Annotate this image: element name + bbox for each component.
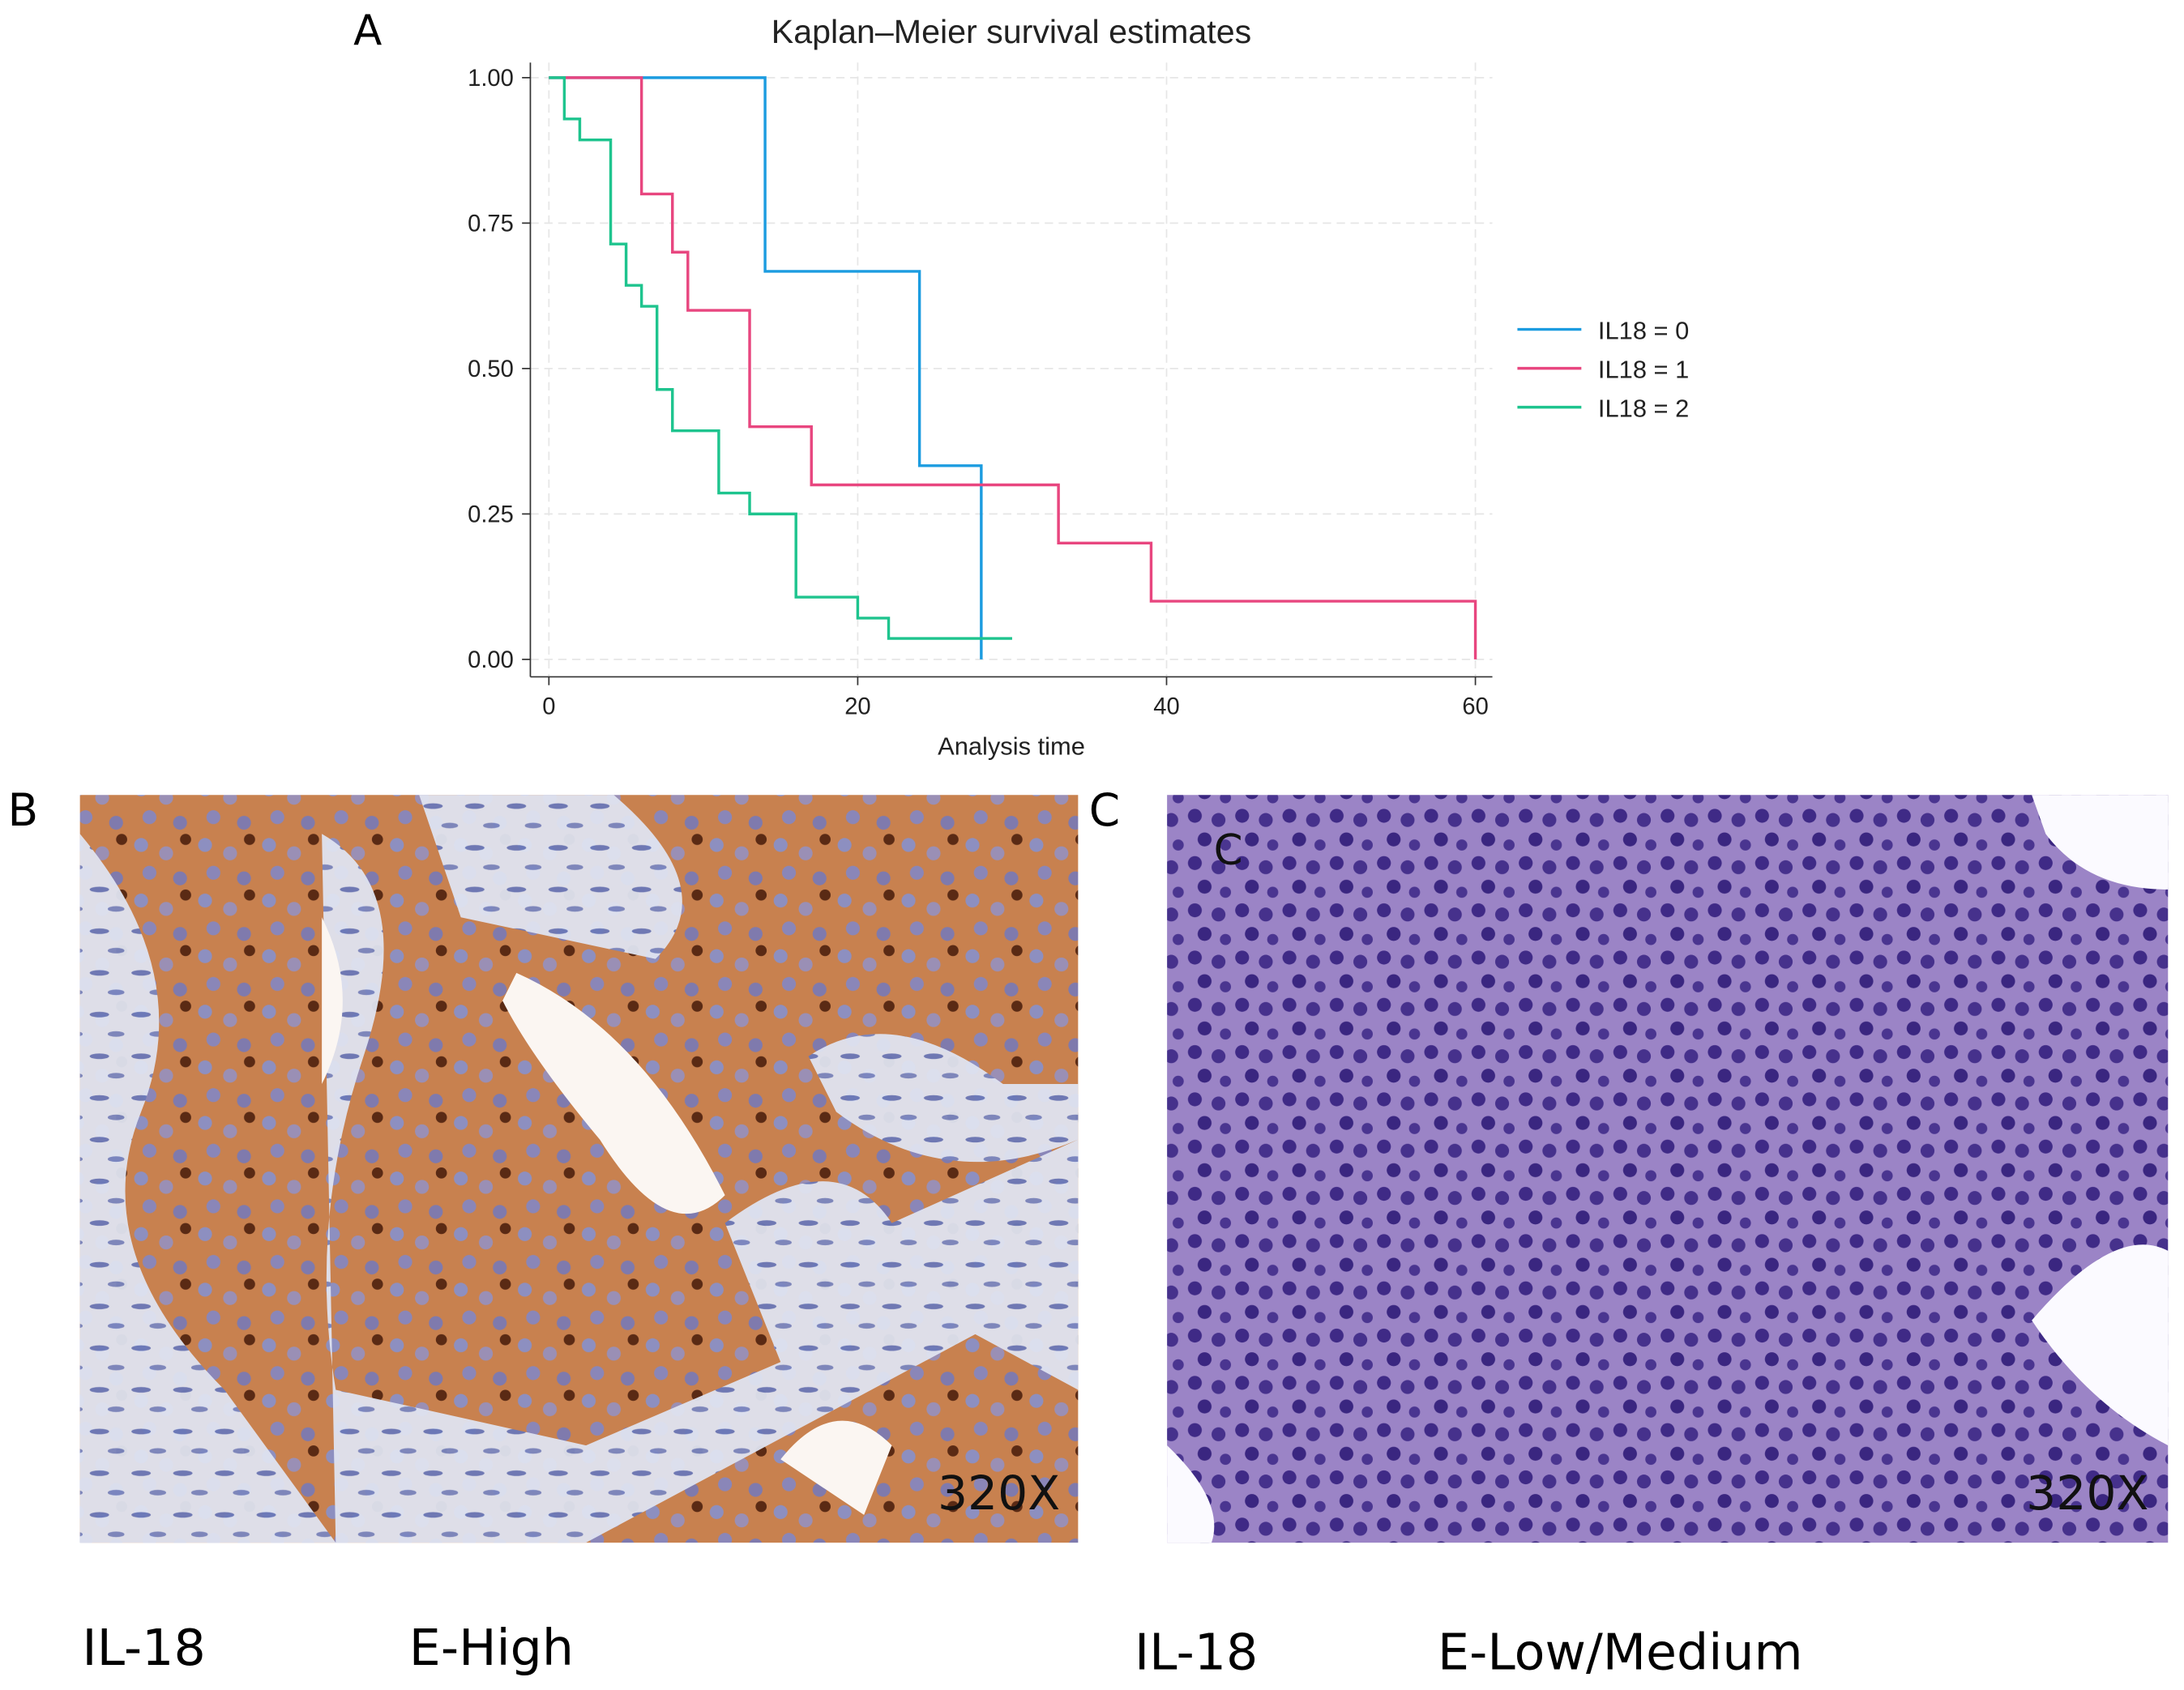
inset-label: C [1214, 826, 1243, 875]
y-tick-label: 1.00 [468, 66, 514, 92]
magnification: 320X [2026, 1466, 2148, 1521]
panel-label: A [353, 6, 382, 55]
legend-label: IL18 = 1 [1598, 356, 1689, 384]
x-tick-label: 60 [1462, 694, 1488, 720]
legend-label: IL18 = 2 [1598, 395, 1689, 423]
panel-b: B 320X IL-18 E-High [7, 784, 1079, 1677]
survival-curve [549, 76, 1477, 659]
survival-curve [549, 76, 1012, 640]
x-tick-label: 20 [844, 694, 870, 720]
caption: E-High [409, 1619, 574, 1677]
legend-label: IL18 = 0 [1598, 317, 1689, 345]
x-tick-label: 0 [542, 694, 555, 720]
magnification: 320X [938, 1466, 1060, 1521]
y-tick-label: 0.50 [468, 356, 514, 382]
survival-curve [549, 76, 983, 659]
x-tick-label: 40 [1153, 694, 1179, 720]
x-axis-title: Analysis time [938, 732, 1085, 760]
panel-c: C C 320X IL-18 E-Low/Medium [1089, 784, 2169, 1681]
panel-label: C [1089, 784, 1120, 836]
chart-title: Kaplan–Meier survival estimates [771, 13, 1251, 50]
caption: E-Low/Medium [1438, 1623, 1803, 1681]
y-tick-label: 0.25 [468, 502, 514, 528]
km-chart: A Kaplan–Meier survival estimates Analys… [353, 6, 1689, 761]
panel-label: B [7, 784, 38, 836]
lumen [322, 917, 892, 1515]
y-tick-label: 0.00 [468, 647, 514, 673]
micrograph [1167, 795, 2169, 1543]
caption: IL-18 [82, 1619, 205, 1677]
caption: IL-18 [1135, 1623, 1258, 1681]
y-tick-label: 0.75 [468, 211, 514, 237]
